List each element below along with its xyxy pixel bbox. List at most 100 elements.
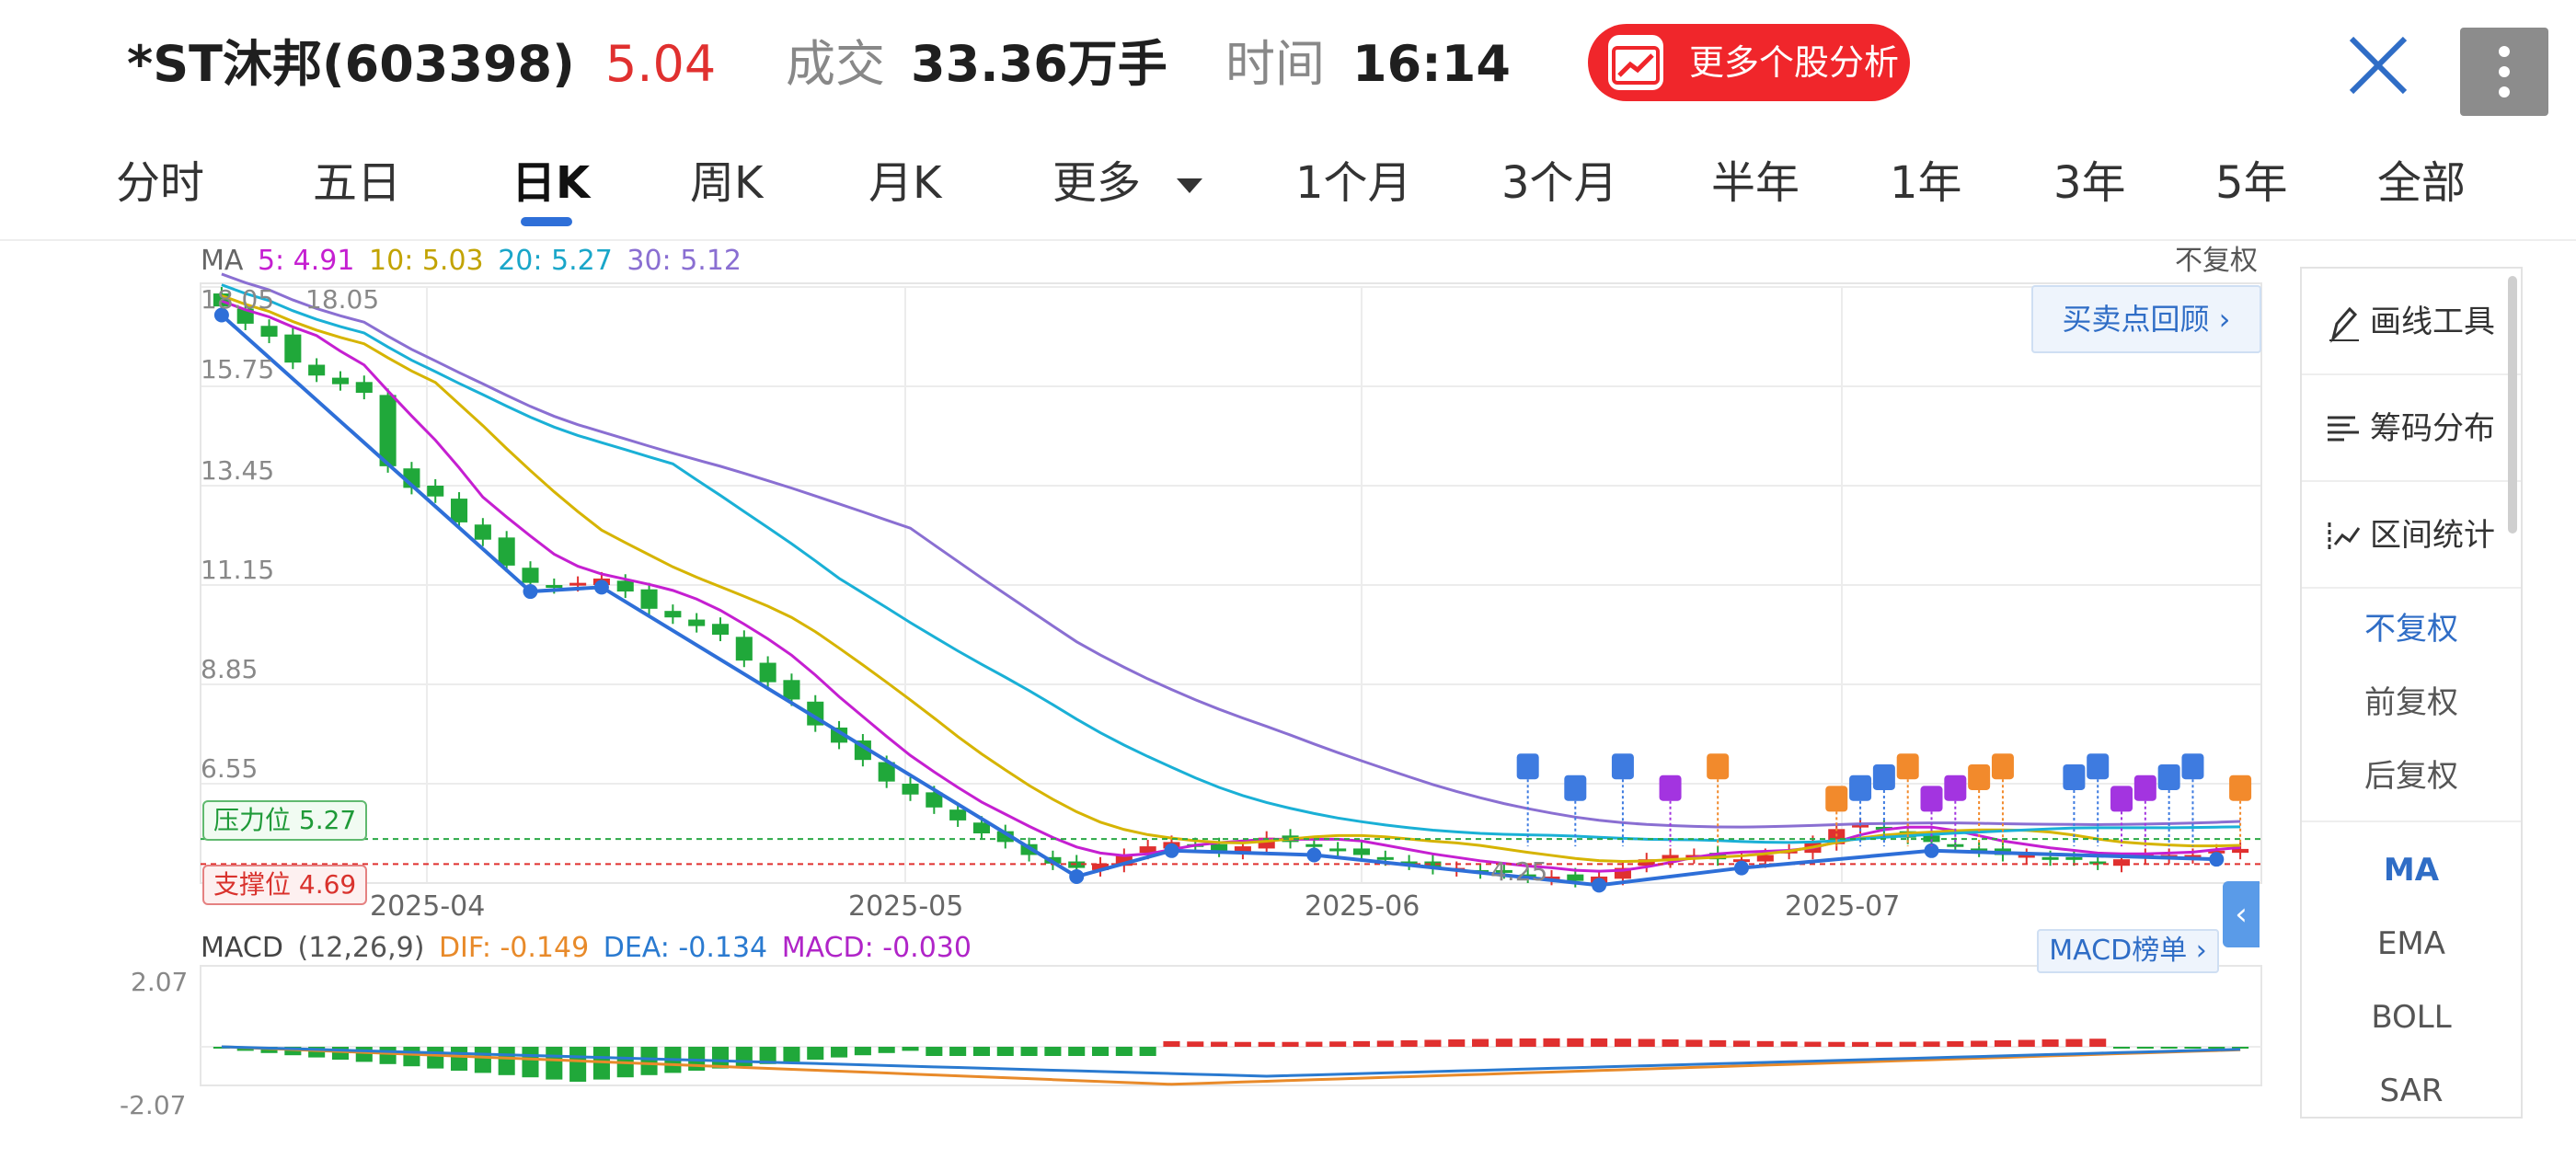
signal-marker — [1659, 775, 1682, 801]
chip-distribution-item[interactable]: 筹码分布 — [2302, 375, 2521, 482]
macd-axis-label: -2.07 — [120, 1090, 187, 1120]
macd-bar — [451, 1047, 468, 1071]
macd-bar — [1923, 1041, 1940, 1047]
candle — [1614, 867, 1631, 879]
active-tab-indicator — [521, 217, 572, 226]
candle — [640, 589, 658, 609]
candle — [522, 568, 539, 583]
tab-monthly-k[interactable]: 月K — [868, 157, 942, 209]
candle — [308, 364, 326, 376]
tab-wuri[interactable]: 五日 — [313, 157, 402, 209]
candle — [546, 585, 563, 588]
drawing-tool-item[interactable]: 画线工具 — [2302, 269, 2521, 375]
kline-chart[interactable] — [0, 239, 2282, 1159]
forward-adjust-option[interactable]: 前复权 — [2364, 684, 2458, 721]
macd-plot-frame — [200, 965, 2262, 1086]
tab-5-years[interactable]: 5年 — [2215, 157, 2288, 209]
panel-scrollbar[interactable] — [2508, 276, 2517, 534]
signal-marker — [2229, 775, 2252, 801]
signal-marker — [1707, 753, 1730, 780]
tab-half-year[interactable]: 半年 — [1711, 157, 1800, 209]
macd-bar — [640, 1047, 658, 1075]
candle — [1638, 859, 1655, 866]
candle — [735, 637, 753, 661]
tab-weekly-k[interactable]: 周K — [690, 157, 764, 209]
macd-bar — [2018, 1039, 2035, 1047]
macd-title: MACD — [201, 932, 283, 964]
tab-all[interactable]: 全部 — [2377, 157, 2467, 209]
date-axis-label: 2025-06 — [1305, 890, 1420, 923]
tab-1-month[interactable]: 1个月 — [1295, 157, 1412, 209]
candle — [1305, 843, 1323, 847]
candle — [1352, 848, 1371, 855]
no-adjust-option[interactable]: 不复权 — [2364, 611, 2458, 648]
macd-bar — [926, 1047, 943, 1056]
high-price-marker: 18.05 — [305, 284, 380, 315]
more-menu-icon[interactable] — [2460, 28, 2548, 116]
tab-3-months[interactable]: 3个月 — [1501, 157, 1618, 209]
close-icon[interactable] — [2344, 31, 2412, 99]
macd-bar — [1376, 1040, 1394, 1047]
time-label: 时间 — [1225, 35, 1325, 93]
trend-point — [1306, 847, 1322, 863]
macd-bar — [1732, 1040, 1751, 1047]
time-value: 16:14 — [1352, 35, 1511, 93]
collapse-panel-button[interactable]: ‹ — [2223, 881, 2260, 947]
candle — [569, 582, 587, 586]
indicator-boll[interactable]: BOLL — [2371, 999, 2452, 1036]
indicator-ema[interactable]: EMA — [2376, 925, 2446, 962]
macd-bar — [1709, 1039, 1727, 1047]
candle — [1115, 855, 1133, 866]
tab-daily-k[interactable]: 日K — [512, 157, 591, 209]
candle — [1091, 863, 1110, 870]
tab-1-year[interactable]: 1年 — [1890, 157, 1962, 209]
signal-marker — [1896, 753, 1919, 780]
candle — [451, 499, 468, 522]
candle — [996, 831, 1014, 843]
candle — [664, 611, 682, 618]
panel-divider — [2302, 820, 2521, 822]
macd-bar — [1448, 1039, 1466, 1047]
range-stats-item[interactable]: 区间统计 — [2302, 482, 2521, 589]
dif-value: DIF: -0.149 — [438, 932, 590, 964]
trade-point-review-button[interactable]: 买卖点回顾 › — [2031, 285, 2261, 353]
macd-bar — [522, 1047, 539, 1078]
macd-bar — [831, 1047, 848, 1058]
macd-bar — [403, 1047, 420, 1067]
date-axis-label: 2025-04 — [370, 890, 486, 923]
signal-marker — [2110, 786, 2133, 812]
candle — [616, 580, 634, 592]
tab-fenshi[interactable]: 分时 — [116, 157, 205, 209]
backward-adjust-option[interactable]: 后复权 — [2364, 758, 2458, 795]
macd-bar — [996, 1047, 1014, 1056]
pressure-level-badge: 压力位 5.27 — [202, 800, 368, 841]
macd-bar — [1756, 1040, 1774, 1047]
price-axis-label: 15.75 — [201, 354, 275, 384]
candle — [379, 395, 397, 466]
macd-bar — [1852, 1041, 1869, 1047]
macd-ranking-button[interactable]: MACD榜单 › — [2037, 929, 2219, 973]
candle — [1543, 876, 1560, 879]
price-axis-label: 11.15 — [201, 555, 275, 585]
indicator-ma[interactable]: MA — [2383, 852, 2440, 889]
more-analysis-button[interactable]: 更多个股分析 — [1588, 24, 1910, 101]
macd-params: (12,26,9) — [297, 932, 425, 964]
period-tabs: 分时 五日 日K 周K 月K 更多 1个月 3个月 半年 1年 3年 5年 全部 — [0, 138, 2576, 241]
ma10-value: 10: 5.03 — [369, 245, 484, 277]
macd-bar — [783, 1047, 800, 1062]
tab-more[interactable]: 更多 — [1052, 151, 1206, 215]
macd-bar — [1899, 1041, 1916, 1047]
macd-bar — [355, 1047, 373, 1062]
candle — [1971, 848, 1988, 852]
candle — [926, 792, 943, 808]
macd-bar — [1567, 1038, 1584, 1047]
macd-bar — [1400, 1039, 1418, 1047]
macd-bar — [1543, 1038, 1560, 1047]
macd-bar — [1139, 1047, 1156, 1056]
indicator-sar[interactable]: SAR — [2379, 1073, 2444, 1109]
macd-bar — [711, 1047, 730, 1069]
tab-3-years[interactable]: 3年 — [2053, 157, 2126, 209]
trend-point — [2209, 852, 2225, 867]
price-axis-label: 6.55 — [201, 753, 259, 784]
trend-point — [1069, 868, 1085, 884]
